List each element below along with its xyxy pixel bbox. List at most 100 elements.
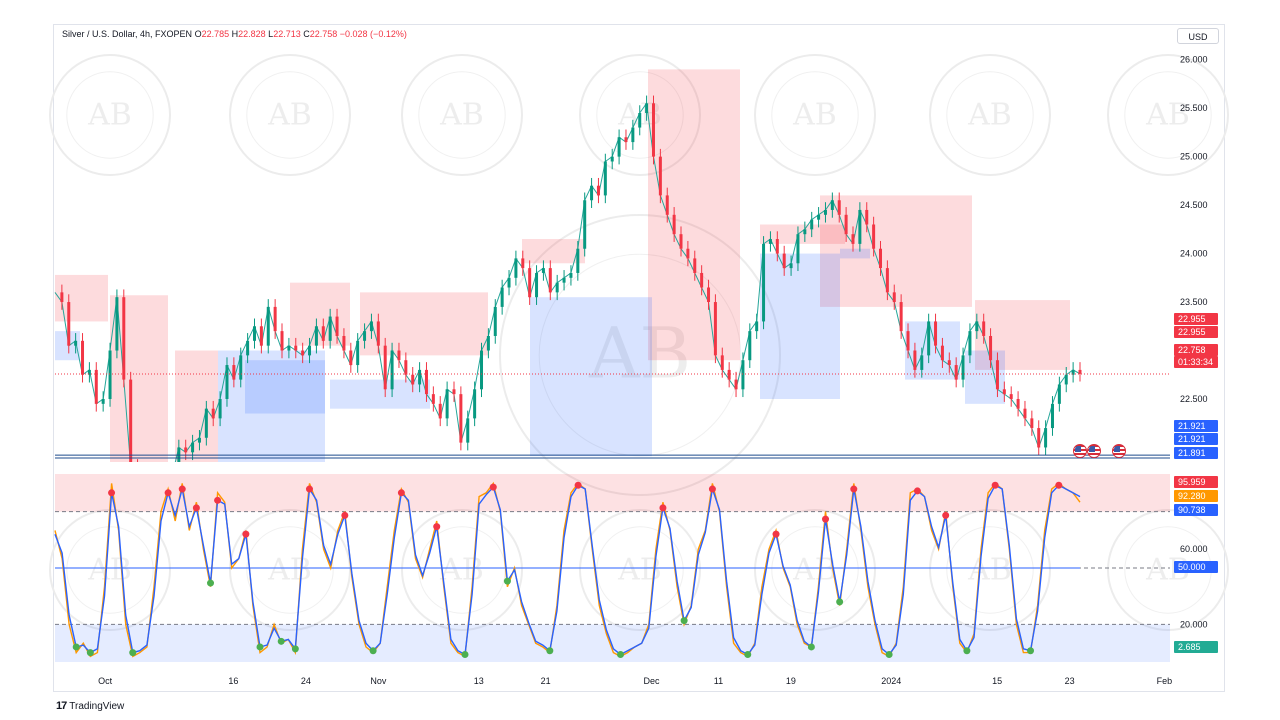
candle-body [452,389,456,395]
oversold-signal-dot [369,647,377,655]
chart-frame [53,24,1225,692]
candle-body [342,335,346,351]
candle-body [555,282,559,293]
watermark-text: AB [439,553,484,588]
oscillator-tick-label: 20.000 [1180,619,1208,629]
candle-body [301,350,305,356]
oversold-signal-dot [277,637,285,645]
oversold-signal-dot [836,598,844,606]
overbought-signal-dot [108,489,116,497]
candle-body [376,321,380,346]
candle-body [810,219,814,230]
candle-body [390,350,394,390]
candle-body [356,340,360,366]
candle-body [507,277,511,288]
time-axis[interactable]: Oct 16 24 Nov 13 21 Dec 11 19 2024 15 23 Feb [98,676,1172,686]
candle-body [349,350,353,366]
demand-zone [965,350,1005,404]
candle-body [273,306,277,332]
tradingview-logo[interactable]: 17 TradingView [56,700,124,712]
overbought-signal-dot [659,504,667,512]
candle-body [885,268,889,293]
oversold-signal-dot [546,647,554,655]
candle-body [246,340,250,356]
candle-body [672,214,676,235]
watermark-ring [499,214,781,496]
candle-body [569,272,573,278]
candle-body [1030,418,1034,429]
watermark-ring [754,509,876,631]
us-flag-icon[interactable] [1087,444,1101,458]
stoch-d-label-bg [1174,490,1218,502]
candle-body [631,127,635,143]
us-flag-icon[interactable] [1112,444,1126,458]
candle-body [493,306,497,336]
time-tick-label: 19 [786,676,796,686]
currency-button[interactable]: USD [1177,28,1219,44]
candle-body [617,137,621,157]
support-price-label: 21.921 [1178,434,1206,444]
candle-body [466,418,470,443]
watermark-inner-ring [418,71,506,159]
candle-body [541,268,545,273]
watermark-inner-ring [246,526,334,614]
price-label: 22.955 [1178,327,1206,337]
tradingview-mark-icon: 17 [56,700,67,712]
supply-zone [820,195,972,307]
candle-body [596,185,600,196]
candle-body [865,209,869,225]
oversold-signal-dot [503,577,511,585]
price-tick-label: 24.000 [1180,249,1208,259]
candle-countdown-label: 01:33:34 [1178,357,1213,367]
candle-body [197,437,201,443]
symbol-name[interactable]: Silver / U.S. Dollar, 4h, FXOPEN [62,29,193,39]
watermark-text: AB [87,98,132,133]
demand-zone [760,253,840,399]
watermark-text: AB [1145,98,1190,133]
candle-body [225,365,229,399]
candle-body [830,200,834,210]
close-label: C [303,29,310,39]
candle-body [1002,389,1006,395]
candle-body [191,442,195,453]
time-tick-label: Dec [644,676,661,686]
candle-body [707,287,711,303]
price-tick-label: 23.500 [1180,297,1208,307]
candle-body [982,321,986,336]
watermark-inner-ring [946,526,1034,614]
watermark-inner-ring [771,71,859,159]
candle-body [651,103,655,157]
overbought-signal-dot [242,530,250,538]
candle-body [954,365,958,380]
us-flag-icon[interactable] [1073,444,1087,458]
candle-body [101,398,105,404]
stoch-signal-label: 90.738 [1178,505,1206,515]
time-tick-label: 15 [992,676,1002,686]
supply-zone [360,292,488,356]
candle-body [184,447,188,453]
stoch-signal-label-bg [1174,504,1218,516]
watermark-inner-ring [246,71,334,159]
overbought-signal-dot [214,496,222,504]
overbought-signal-dot [991,481,999,489]
watermark-text: AB [792,553,837,588]
support-price-label: 21.891 [1178,448,1206,458]
price-tick-label: 26.000 [1180,55,1208,65]
candle-body [1050,403,1054,429]
price-axis[interactable]: 26.00025.50025.00024.50024.00023.50023.0… [1180,55,1208,630]
candle-body [645,103,649,114]
candle-body [727,369,731,380]
overbought-signal-dot [305,485,313,493]
candle-body [1016,398,1020,409]
candle-body [1057,384,1061,404]
oversold-signal-dot [744,650,752,658]
candle-body [913,350,917,370]
oversold-signal-dot [291,645,299,653]
current-price-label-bg [1174,344,1218,356]
candle-body [397,350,401,361]
oversold-signal-dot [680,617,688,625]
candle-body [947,360,951,366]
candle-body [259,326,263,346]
stoch-low-label: 2.685 [1178,642,1201,652]
